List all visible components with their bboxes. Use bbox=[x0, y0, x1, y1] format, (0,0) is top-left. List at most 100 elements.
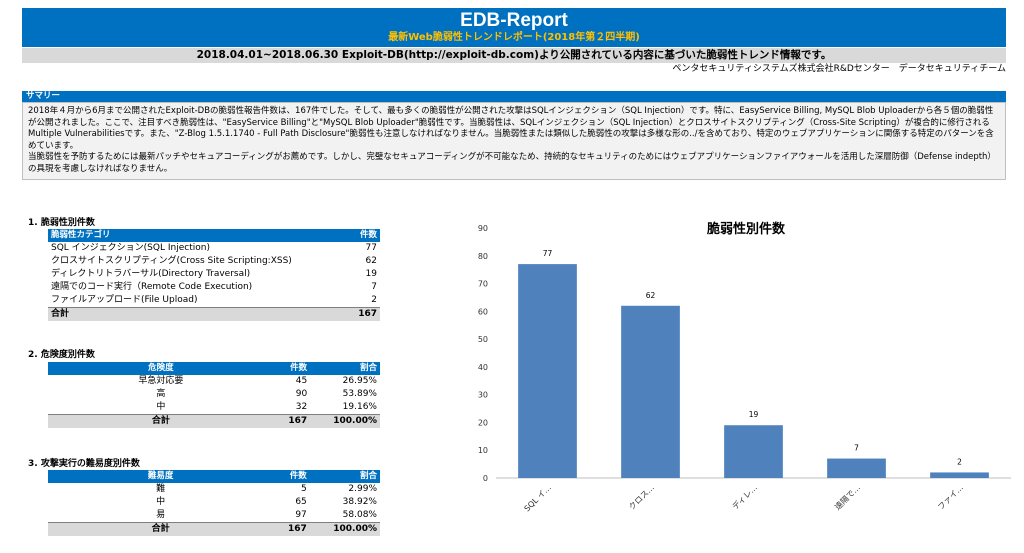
column-header: 難易度 bbox=[48, 470, 274, 483]
cell: 合計 bbox=[48, 522, 274, 536]
y-tick-label: 40 bbox=[478, 363, 488, 372]
table-row: 難 5 2.99% bbox=[48, 483, 380, 496]
cell: 32 bbox=[295, 402, 308, 412]
bar bbox=[724, 425, 783, 478]
cell: 38.92% bbox=[342, 497, 377, 507]
bar bbox=[827, 458, 886, 478]
cell: 26.95% bbox=[342, 376, 377, 386]
y-tick-label: 90 bbox=[478, 224, 488, 233]
summary-body: 2018年４月から6月まで公開されたExploit-DBの脆弱性報告件数は、16… bbox=[22, 102, 1006, 180]
cell: 難 bbox=[156, 484, 166, 494]
table-total-row: 合計 167 100.00% bbox=[48, 522, 380, 536]
cell: 45 bbox=[295, 376, 308, 386]
cell: 易 bbox=[156, 510, 166, 520]
x-tick-label: ディレ... bbox=[730, 482, 759, 511]
cell: 中 bbox=[156, 497, 166, 507]
table-header-row: 難易度 件数 割合 bbox=[48, 470, 380, 483]
organization-name: ペンタセキュリティシステムズ株式会社R&Dセンター データセキュリティチーム bbox=[672, 64, 1006, 74]
table-header-row: 危険度 件数 割合 bbox=[48, 362, 380, 375]
y-tick-label: 20 bbox=[478, 418, 488, 427]
cell: 5 bbox=[301, 484, 307, 494]
report-period: 2018.04.01~2018.06.30 Exploit-DB(http://… bbox=[22, 48, 1006, 63]
table-row: 易 97 58.08% bbox=[48, 509, 380, 523]
cell: 167 bbox=[273, 522, 310, 536]
cell: ディレクトリトラバーサル(Directory Traversal) bbox=[51, 269, 251, 279]
table-row: 中 65 38.92% bbox=[48, 496, 380, 509]
cell: 中 bbox=[156, 402, 166, 412]
cell: 遠隔でのコード実行（Remote Code Execution) bbox=[51, 282, 253, 292]
cell: 100.00% bbox=[310, 414, 380, 428]
chart-canvas: 0 10 20 30 40 50 60 70 80 90 77 SQL イ... 62 クロス... 19 デ… bbox=[478, 224, 1011, 513]
cell: SQL インジェクション(SQL Injection) bbox=[51, 243, 210, 253]
table-total-row: 合計 167 bbox=[48, 307, 380, 321]
table-row: ファイルアップロード(File Upload) 2 bbox=[48, 294, 380, 308]
summary-heading: サマリー bbox=[22, 91, 1006, 102]
x-tick-label: SQL イ... bbox=[522, 483, 552, 513]
data-label: 77 bbox=[543, 249, 553, 258]
cell: 77 bbox=[365, 243, 377, 253]
cell: 65 bbox=[295, 497, 307, 507]
y-tick-label: 80 bbox=[478, 252, 488, 261]
column-header: 割合 bbox=[310, 362, 380, 375]
severity-count-table: 危険度 件数 割合 早急対応要 45 26.95% 高 90 53.89% 中 32 19.… bbox=[48, 362, 380, 428]
cell: 合計 bbox=[48, 307, 350, 321]
cell: クロスサイトスクリプティング(Cross Site Scripting:XSS) bbox=[51, 256, 292, 266]
cell: 7 bbox=[371, 282, 377, 292]
cell: 19.16% bbox=[342, 402, 377, 412]
cell: 58.08% bbox=[342, 510, 377, 520]
cell: 90 bbox=[295, 389, 308, 399]
column-header: 危険度 bbox=[48, 362, 274, 375]
table1-title: 1. 脆弱性別件数 bbox=[28, 218, 95, 228]
column-header: 件数 bbox=[349, 229, 380, 242]
cell: 100.00% bbox=[309, 522, 380, 536]
table3-title: 3. 攻撃実行の難易度別件数 bbox=[28, 459, 140, 469]
column-header: 件数 bbox=[273, 362, 311, 375]
table-row: クロスサイトスクリプティング(Cross Site Scripting:XSS)… bbox=[48, 255, 380, 268]
cell: 高 bbox=[156, 389, 166, 399]
summary-paragraph-1: 2018年４月から6月まで公開されたExploit-DBの脆弱性報告件数は、16… bbox=[28, 106, 994, 151]
report-title: EDB-Report bbox=[460, 10, 568, 31]
table-row: 中 32 19.16% bbox=[48, 401, 380, 415]
cell: 97 bbox=[295, 510, 307, 520]
y-tick-label: 60 bbox=[478, 307, 488, 316]
cell: 167 bbox=[273, 414, 311, 428]
cell: 53.89% bbox=[342, 389, 377, 399]
y-tick-label: 10 bbox=[478, 446, 488, 455]
x-tick-label: ファイ... bbox=[936, 483, 965, 512]
y-tick-label: 30 bbox=[478, 391, 488, 400]
summary-paragraph-2: 当脆弱性を予防するためには最新パッチやセキュアコーディングがお薦めです。しかし、… bbox=[28, 152, 996, 174]
vulnerability-count-table: 脆弱性カテゴリ 件数 SQL インジェクション(SQL Injection) 77… bbox=[48, 229, 380, 321]
y-tick-label: 0 bbox=[483, 474, 488, 483]
difficulty-count-table: 難易度 件数 割合 難 5 2.99% 中 65 38.92% 易 97 58.08% 合計… bbox=[48, 470, 380, 536]
bar bbox=[930, 472, 989, 478]
table-header-row: 脆弱性カテゴリ 件数 bbox=[48, 229, 380, 242]
table2-title: 2. 危険度別件数 bbox=[28, 350, 95, 360]
report-subtitle: 最新Web脆弱性トレンドレポート(2018年第２四半期) bbox=[388, 32, 640, 43]
cell: 早急対応要 bbox=[138, 376, 184, 386]
cell: 2 bbox=[371, 295, 377, 305]
table-row: ディレクトリトラバーサル(Directory Traversal) 19 bbox=[48, 268, 380, 281]
cell: 19 bbox=[365, 269, 377, 279]
data-label: 2 bbox=[957, 457, 962, 466]
table-row: 遠隔でのコード実行（Remote Code Execution) 7 bbox=[48, 281, 380, 294]
column-header: 件数 bbox=[273, 470, 310, 483]
bar bbox=[518, 264, 577, 478]
cell: 167 bbox=[349, 307, 380, 321]
cell: 合計 bbox=[48, 414, 274, 428]
data-label: 7 bbox=[854, 444, 859, 453]
y-tick-label: 70 bbox=[478, 280, 488, 289]
bar bbox=[621, 305, 680, 478]
data-label: 62 bbox=[646, 291, 656, 300]
y-tick-label: 50 bbox=[478, 335, 488, 344]
cell: 2.99% bbox=[348, 484, 377, 494]
cell: 62 bbox=[365, 256, 377, 266]
table-row: SQL インジェクション(SQL Injection) 77 bbox=[48, 242, 380, 255]
table-row: 早急対応要 45 26.95% bbox=[48, 375, 380, 388]
column-header: 割合 bbox=[309, 470, 380, 483]
chart-title: 脆弱性別件数 bbox=[706, 222, 785, 237]
table-row: 高 90 53.89% bbox=[48, 388, 380, 401]
cell: ファイルアップロード(File Upload) bbox=[51, 295, 198, 305]
vulnerability-bar-chart: 脆弱性別件数 0 10 20 30 40 50 60 70 80 90 77 SQL イ... 62 クロ… bbox=[466, 212, 1018, 542]
report-header: EDB-Report 最新Web脆弱性トレンドレポート(2018年第２四半期) bbox=[22, 8, 1006, 47]
data-label: 19 bbox=[749, 410, 759, 419]
